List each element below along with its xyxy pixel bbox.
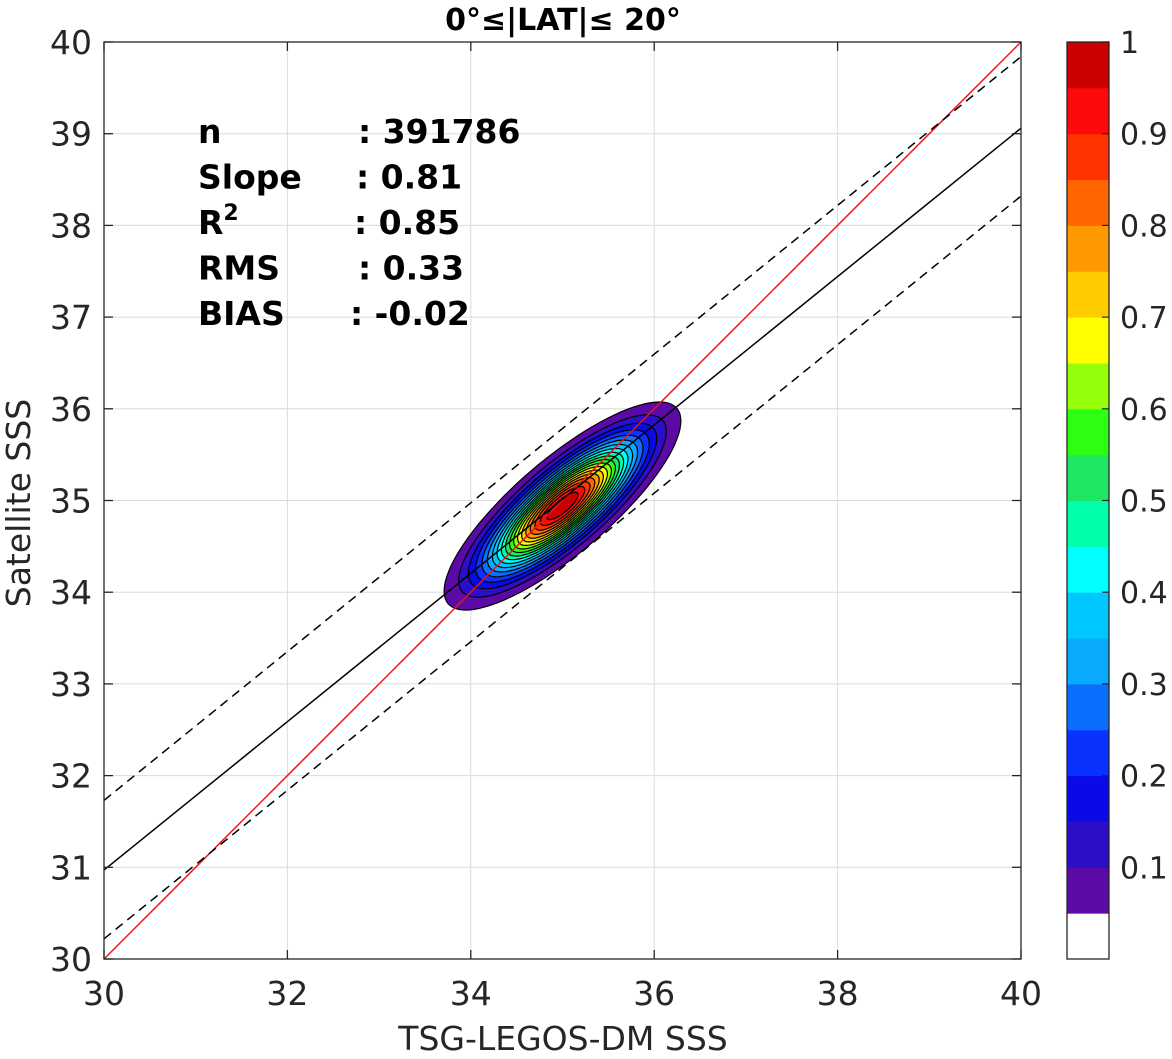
colorbar-segment	[1067, 179, 1109, 226]
colorbar-segment	[1067, 271, 1109, 318]
stat-value-bias: : -0.02	[350, 294, 470, 333]
stat-value-slope: : 0.81	[356, 158, 462, 197]
x-tick-label: 34	[450, 974, 492, 1013]
stat-label-rms: RMS	[198, 249, 280, 288]
y-axis-label: Satellite SSS	[0, 399, 38, 608]
y-tick-label: 34	[50, 573, 92, 612]
y-tick-label: 40	[50, 23, 92, 62]
regression-lower-line	[104, 195, 1021, 940]
colorbar: 0.1 0.2 0.3 0.4 0.5 0.6 0.7 0.8 0.9 1	[1066, 26, 1168, 960]
stat-value-n: : 391786	[358, 112, 520, 151]
stat-label-slope: Slope	[198, 158, 302, 197]
x-tick-label: 36	[633, 974, 675, 1013]
stat-value-r: : 0.85	[354, 203, 460, 242]
colorbar-segment	[1067, 225, 1109, 272]
colorbar-tick-label: 0.3	[1120, 668, 1168, 703]
colorbar-tick-label: 0.9	[1120, 118, 1168, 153]
colorbar-tick-label: 0.8	[1120, 209, 1168, 244]
y-tick-label: 31	[50, 848, 92, 887]
x-tick-label: 40	[1000, 974, 1042, 1013]
colorbar-segment	[1067, 133, 1109, 181]
colorbar-tick-label: 0.1	[1120, 851, 1168, 886]
y-tick-label: 36	[50, 390, 92, 429]
colorbar-segment	[1067, 42, 1109, 89]
stat-value-rms: : 0.33	[358, 249, 464, 288]
colorbar-tick-label: 0.7	[1120, 301, 1168, 336]
colorbar-segment	[1067, 362, 1109, 410]
colorbar-tick-label: 0.5	[1120, 485, 1168, 520]
fit-lines	[104, 42, 1021, 959]
colorbar-segment	[1067, 408, 1109, 456]
colorbar-tick-label: 0.6	[1120, 393, 1168, 428]
x-tick-label: 38	[817, 974, 859, 1013]
colorbar-segment	[1067, 775, 1109, 822]
x-axis-label: TSG-LEGOS-DM SSS	[397, 1019, 727, 1055]
colorbar-tick-label: 0.4	[1120, 576, 1168, 611]
colorbar-tick-label: 1	[1120, 26, 1139, 61]
colorbar-segment	[1067, 638, 1109, 685]
colorbar-segment	[1067, 546, 1109, 593]
colorbar-segment	[1067, 592, 1109, 639]
identity-line	[104, 42, 1021, 959]
stats-annotation: n : 391786 Slope : 0.81 R2 : 0.85 RMS : 0.33 BIA…	[198, 112, 520, 333]
colorbar-segment	[1067, 87, 1109, 135]
density-contours	[443, 401, 682, 611]
y-tick-label: 38	[50, 206, 92, 245]
y-tick-label: 33	[50, 665, 92, 704]
stat-label-superscript: 2	[223, 201, 238, 226]
regression-line	[104, 127, 1021, 871]
colorbar-segment	[1067, 729, 1109, 777]
colorbar-segment	[1067, 317, 1109, 364]
regression-upper-line	[104, 56, 1021, 801]
colorbar-tick-label: 0.2	[1120, 760, 1168, 795]
y-tick-label: 37	[50, 298, 92, 337]
colorbar-segment	[1067, 867, 1109, 914]
y-tick-label: 39	[50, 115, 92, 154]
chart-title: 0°≤|LAT|≤ 20°	[445, 3, 681, 38]
y-tick-label: 35	[50, 482, 92, 521]
stat-label-r: R2	[198, 201, 239, 242]
x-tick-label: 32	[266, 974, 308, 1013]
y-tick-label: 32	[50, 757, 92, 796]
stat-label-bias: BIAS	[198, 294, 285, 333]
colorbar-segment	[1067, 821, 1109, 868]
stat-label-n: n	[198, 112, 222, 151]
y-tick-label: 30	[50, 940, 92, 979]
x-tick-label: 30	[83, 974, 125, 1013]
colorbar-segment	[1067, 913, 1109, 960]
colorbar-segment	[1067, 454, 1109, 501]
axes: 30 32 34 36 38 40 30 31 32 33 34 35 36 37 38 39 40	[50, 23, 1042, 1013]
colorbar-segment	[1067, 500, 1109, 547]
colorbar-segment	[1067, 683, 1109, 731]
